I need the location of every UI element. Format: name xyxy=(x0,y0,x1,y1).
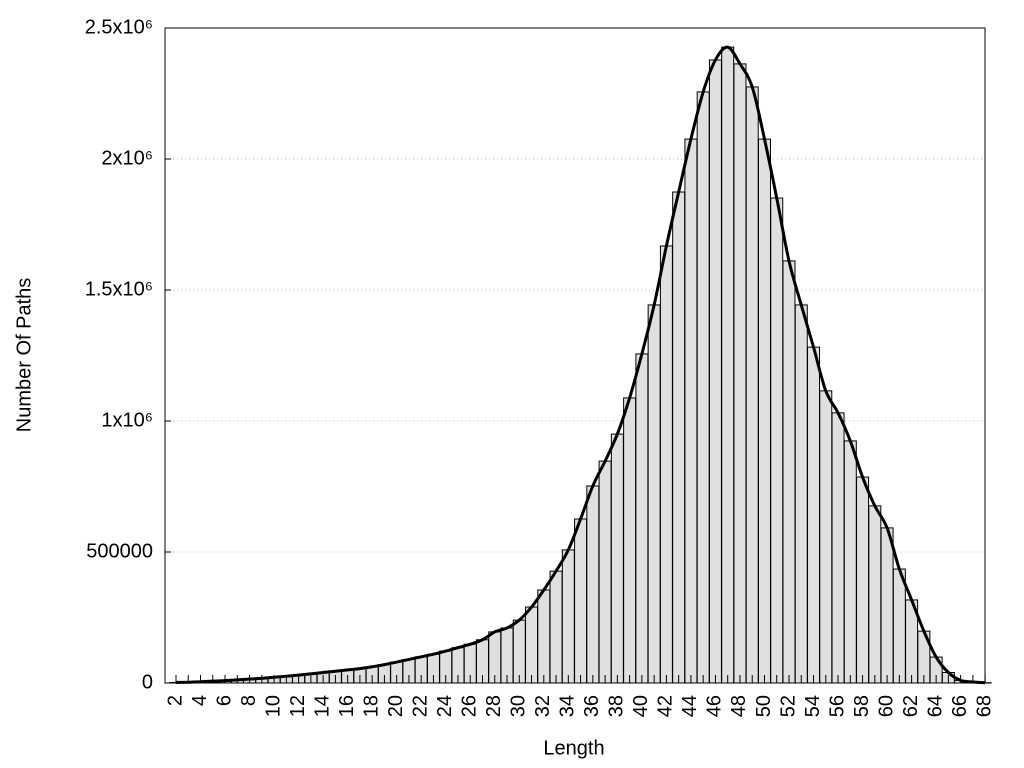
bar xyxy=(623,397,637,684)
x-tick-label: 14 xyxy=(311,695,333,717)
bar xyxy=(868,505,882,684)
bar xyxy=(610,433,624,684)
bar xyxy=(880,527,894,684)
x-tick-label: 30 xyxy=(508,695,530,717)
bar xyxy=(549,570,563,684)
bar xyxy=(807,346,821,684)
bar xyxy=(574,518,588,684)
x-tick-label: 40 xyxy=(630,695,652,717)
x-tick-label: 42 xyxy=(655,695,677,717)
y-tick-label: 500000 xyxy=(86,540,153,562)
bar xyxy=(696,91,710,684)
x-tick-label: 2 xyxy=(164,695,186,706)
x-tick-label: 16 xyxy=(336,695,358,717)
y-tick-label: 0 xyxy=(142,671,153,693)
bar xyxy=(831,412,845,684)
x-tick-label: 24 xyxy=(434,695,456,717)
bar xyxy=(782,260,796,684)
bar xyxy=(635,353,649,684)
x-tick-label: 66 xyxy=(949,695,971,717)
x-tick-label: 18 xyxy=(360,695,382,717)
bar xyxy=(586,485,600,684)
bar xyxy=(561,549,575,684)
y-axis-title: Number Of Paths xyxy=(13,278,35,433)
x-tick-label: 38 xyxy=(606,695,628,717)
x-tick-label: 4 xyxy=(189,695,211,706)
y-tick-label: 1.5x10⁶ xyxy=(85,278,153,300)
x-tick-label: 68 xyxy=(973,695,995,717)
x-tick-label: 52 xyxy=(777,695,799,717)
plot-frame xyxy=(164,27,986,684)
x-tick-label: 64 xyxy=(924,695,946,717)
bar xyxy=(525,606,539,684)
y-tick-label: 2.5x10⁶ xyxy=(85,16,153,38)
x-tick-label: 56 xyxy=(826,695,848,717)
x-tick-label: 20 xyxy=(385,695,407,717)
trend-line xyxy=(175,45,986,685)
x-tick-label: 36 xyxy=(581,695,603,717)
x-tick-label: 46 xyxy=(704,695,726,717)
x-tick-label: 58 xyxy=(851,695,873,717)
x-tick-label: 22 xyxy=(409,695,431,717)
bar xyxy=(598,460,612,684)
bar xyxy=(733,63,747,684)
bar xyxy=(684,138,698,684)
bar xyxy=(856,476,870,684)
x-tick-label: 34 xyxy=(557,695,579,717)
bar xyxy=(757,138,771,684)
x-tick-label: 8 xyxy=(238,695,260,706)
bar xyxy=(659,245,673,684)
x-tick-label: 48 xyxy=(728,695,750,717)
bar xyxy=(770,197,784,684)
bar xyxy=(672,191,686,684)
bar xyxy=(819,390,833,684)
bar xyxy=(745,86,759,684)
bar xyxy=(721,46,735,684)
bar xyxy=(708,59,722,684)
y-tick-label: 1x10⁶ xyxy=(101,409,153,431)
bar xyxy=(794,304,808,684)
bar xyxy=(892,568,906,684)
x-tick-label: 60 xyxy=(875,695,897,717)
bar xyxy=(843,440,857,684)
x-tick-label: 44 xyxy=(679,695,701,717)
x-tick-label: 50 xyxy=(753,695,775,717)
bar xyxy=(512,619,526,684)
x-tick-label: 6 xyxy=(213,695,235,706)
x-tick-label: 10 xyxy=(262,695,284,717)
x-tick-label: 32 xyxy=(532,695,554,717)
x-axis-title: Length xyxy=(543,737,604,759)
x-tick-label: 54 xyxy=(802,695,824,717)
x-tick-label: 28 xyxy=(483,695,505,717)
x-tick-label: 26 xyxy=(459,695,481,717)
bar xyxy=(537,589,551,684)
bar xyxy=(647,304,661,684)
x-tick-label: 12 xyxy=(287,695,309,717)
y-tick-label: 2x10⁶ xyxy=(101,147,153,169)
bar xyxy=(500,627,514,684)
x-tick-label: 62 xyxy=(900,695,922,717)
